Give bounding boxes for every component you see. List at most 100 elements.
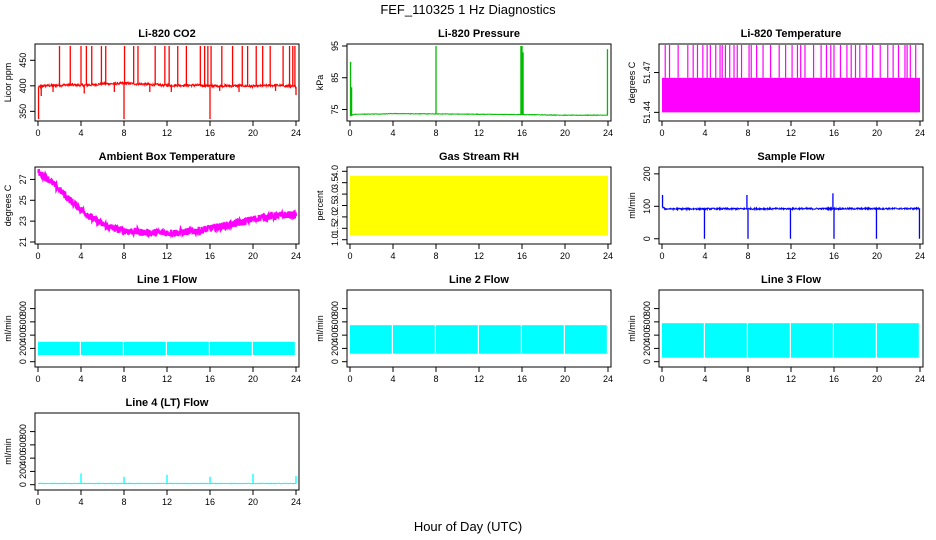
y-tick-label: 600 (330, 314, 340, 329)
series (349, 46, 609, 117)
x-tick-label: 8 (121, 497, 126, 507)
chart-panel: Li-820 CO2 Licor ppm 0 4 8 12 16 20 24 350 400 450 (3, 28, 301, 138)
x-tick-label: 16 (517, 374, 527, 384)
x-tick-label: 4 (78, 251, 83, 261)
series-line (37, 168, 298, 239)
x-tick-label: 20 (872, 251, 882, 261)
x-tick-label: 16 (829, 128, 839, 138)
y-axis-label: ml/min (627, 192, 637, 219)
x-tick-label: 8 (745, 128, 750, 138)
x-tick-label: 12 (474, 374, 484, 384)
x-tick-label: 16 (205, 251, 215, 261)
x-tick-label: 4 (390, 374, 395, 384)
y-tick-label: 800 (18, 424, 28, 439)
x-tick-label: 16 (517, 128, 527, 138)
y-axis-label: ml/min (315, 315, 325, 342)
y-axis-label: ml/min (627, 315, 637, 342)
x-tick-label: 8 (745, 251, 750, 261)
chart-title: Ambient Box Temperature (99, 151, 236, 163)
plot-frame (34, 43, 300, 122)
x-tick-label: 0 (35, 374, 40, 384)
x-tick-label: 16 (829, 374, 839, 384)
series (38, 473, 297, 485)
y-tick-label: 400 (18, 451, 28, 466)
series (661, 193, 921, 239)
y-tick-label: 25 (18, 195, 28, 205)
series (350, 175, 608, 236)
x-tick-label: 24 (291, 251, 301, 261)
y-tick-label: 800 (330, 301, 340, 316)
x-tick-label: 0 (35, 497, 40, 507)
band-segment (124, 341, 166, 356)
x-tick-label: 20 (872, 374, 882, 384)
chart-panel: Line 3 Flow ml/min 0 4 8 12 16 20 24 0 20040060080… (627, 274, 925, 384)
y-tick-label: 600 (642, 314, 652, 329)
chart-panel: Line 4 (LT) Flow ml/min 0 4 8 12 16 20 24 0 200400… (3, 397, 301, 507)
chart-panel: Sample Flow ml/min 0 4 8 12 16 20 24 0 100 200 (627, 151, 925, 261)
chart-title: Li-820 Temperature (741, 28, 842, 40)
y-axis-label: Licor ppm (3, 63, 13, 103)
x-tick-label: 24 (291, 374, 301, 384)
series (662, 45, 920, 113)
series (350, 325, 607, 354)
chart-title: Li-820 CO2 (138, 28, 195, 40)
chart-panel: Line 2 Flow ml/min 0 4 8 12 16 20 24 0 20040060080… (315, 274, 613, 384)
x-tick-label: 8 (121, 128, 126, 138)
y-tick-label: 350 (18, 104, 28, 119)
y-tick-label: 400 (18, 78, 28, 93)
x-tick-label: 0 (347, 374, 352, 384)
y-tick-label: 2.5 (330, 199, 340, 212)
x-tick-label: 24 (915, 128, 925, 138)
band-segment (350, 325, 392, 354)
series-line (37, 80, 297, 90)
chart-title: Line 3 Flow (761, 274, 821, 286)
x-tick-label: 16 (829, 251, 839, 261)
x-tick-label: 24 (915, 251, 925, 261)
x-tick-label: 12 (162, 128, 172, 138)
y-tick-label: 0 (330, 359, 340, 364)
x-tick-label: 12 (162, 251, 172, 261)
y-tick-label: 75 (330, 104, 340, 114)
x-tick-label: 12 (474, 251, 484, 261)
y-axis-label: ml/min (3, 315, 13, 342)
x-tick-label: 20 (248, 251, 258, 261)
series (38, 341, 295, 356)
x-tick-label: 24 (603, 128, 613, 138)
y-tick-label: 1.0 (330, 233, 340, 246)
x-tick-label: 20 (248, 374, 258, 384)
band-segment (565, 325, 607, 354)
x-tick-label: 8 (121, 374, 126, 384)
y-axis-label: percent (315, 190, 325, 221)
band-segment (38, 341, 80, 356)
band-segment (81, 341, 123, 356)
x-tick-label: 0 (347, 251, 352, 261)
y-tick-label: 3.0 (330, 188, 340, 201)
chart-panel: Li-820 Temperature degrees C 0 4 8 12 16 20 24 51… (627, 28, 925, 138)
y-tick-label: 21 (18, 237, 28, 247)
x-tick-label: 12 (786, 374, 796, 384)
band-segment (253, 341, 295, 356)
x-tick-label: 24 (291, 497, 301, 507)
x-tick-label: 4 (702, 251, 707, 261)
y-tick-label: 85 (330, 73, 340, 83)
chart-panel: Ambient Box Temperature degrees C 0 4 8 12 16 2… (3, 151, 301, 261)
x-tick-label: 4 (78, 374, 83, 384)
x-tick-label: 0 (659, 374, 664, 384)
y-tick-label: 400 (18, 328, 28, 343)
y-tick-label: 400 (642, 328, 652, 343)
band-segment (834, 323, 876, 358)
y-tick-label: 1.5 (330, 222, 340, 235)
band-segment (479, 325, 521, 354)
band-segment (167, 341, 209, 356)
x-tick-label: 16 (205, 497, 215, 507)
chart-title: Gas Stream RH (439, 151, 519, 163)
band-segment (791, 323, 833, 358)
x-tick-label: 0 (35, 128, 40, 138)
series (662, 323, 919, 358)
y-tick-label: 0 (18, 482, 28, 487)
y-tick-label: 200 (18, 464, 28, 479)
y-tick-label: 3.5 (330, 176, 340, 189)
y-tick-label: 27 (18, 174, 28, 184)
